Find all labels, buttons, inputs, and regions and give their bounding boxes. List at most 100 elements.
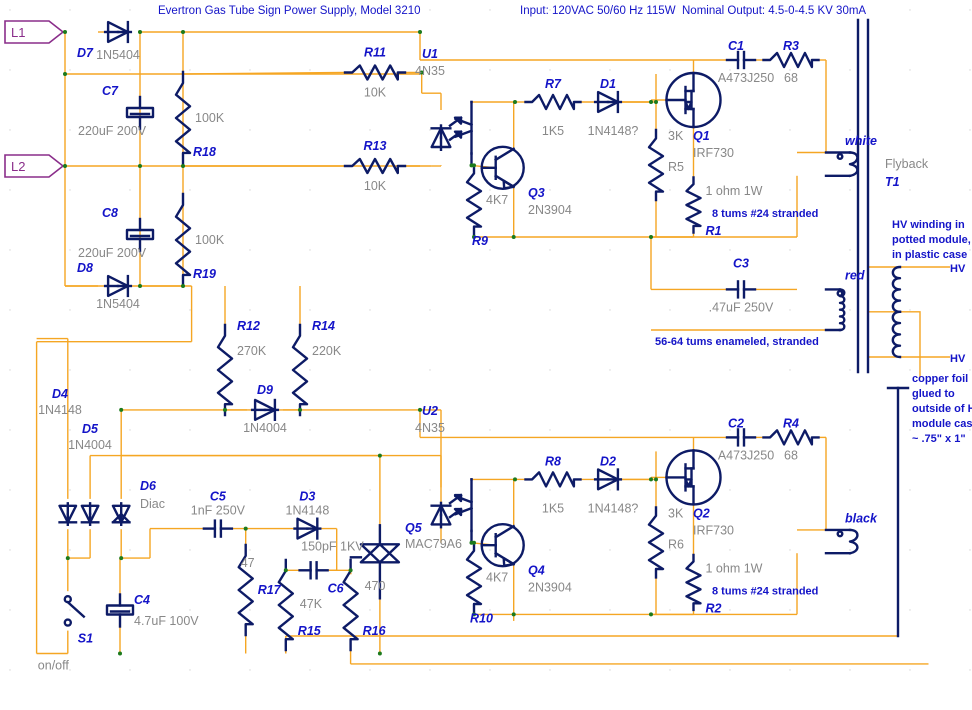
svg-text:IRF730: IRF730 xyxy=(693,146,734,160)
svg-text:1N4004: 1N4004 xyxy=(243,421,287,435)
svg-text:T1: T1 xyxy=(885,175,900,189)
svg-text:copper foil: copper foil xyxy=(912,373,968,385)
svg-text:R6: R6 xyxy=(668,537,684,551)
svg-text:R19: R19 xyxy=(193,267,216,281)
svg-text:R8: R8 xyxy=(545,454,561,468)
svg-text:2N3904: 2N3904 xyxy=(528,580,572,594)
svg-text:R15: R15 xyxy=(298,624,322,638)
svg-text:220K: 220K xyxy=(312,344,342,358)
svg-text:2N3904: 2N3904 xyxy=(528,203,572,217)
svg-text:4.7uF 100V: 4.7uF 100V xyxy=(134,614,199,628)
svg-text:D6: D6 xyxy=(140,479,157,493)
svg-text:R3: R3 xyxy=(783,39,799,53)
svg-text:C2: C2 xyxy=(728,416,744,430)
svg-text:10K: 10K xyxy=(364,179,387,193)
svg-text:56-64 tums enameled, stranded: 56-64 tums enameled, stranded xyxy=(655,336,819,348)
svg-text:white: white xyxy=(845,134,877,148)
svg-text:R9: R9 xyxy=(472,234,488,248)
svg-text:C6: C6 xyxy=(328,581,345,595)
svg-text:C4: C4 xyxy=(134,593,150,607)
svg-text:R17: R17 xyxy=(258,583,282,597)
svg-text:10K: 10K xyxy=(364,86,387,100)
svg-text:1N4148: 1N4148 xyxy=(38,403,82,417)
svg-text:A473J250: A473J250 xyxy=(718,448,774,462)
svg-text:47: 47 xyxy=(241,556,255,570)
svg-text:470: 470 xyxy=(365,579,386,593)
svg-text:Evertron Gas Tube Sign Power S: Evertron Gas Tube Sign Power Supply, Mod… xyxy=(158,5,421,17)
svg-text:47K: 47K xyxy=(300,597,323,611)
svg-text:100K: 100K xyxy=(195,111,225,125)
svg-text:IRF730: IRF730 xyxy=(693,523,734,537)
svg-text:1N5404: 1N5404 xyxy=(96,48,140,62)
svg-text:D9: D9 xyxy=(257,383,273,397)
svg-text:R7: R7 xyxy=(545,77,562,91)
svg-text:270K: 270K xyxy=(237,344,267,358)
svg-text:A473J250: A473J250 xyxy=(718,71,774,85)
svg-text:68: 68 xyxy=(784,71,798,85)
svg-text:MAC79A6: MAC79A6 xyxy=(405,537,462,551)
svg-text:C3: C3 xyxy=(733,256,749,270)
svg-text:C7: C7 xyxy=(102,84,119,98)
svg-text:D2: D2 xyxy=(600,454,616,468)
svg-text:R12: R12 xyxy=(237,319,260,333)
svg-text:150pF 1KV: 150pF 1KV xyxy=(301,540,364,554)
svg-text:Q5: Q5 xyxy=(405,521,423,535)
svg-text:R16: R16 xyxy=(363,624,387,638)
svg-text:L2: L2 xyxy=(11,159,25,174)
svg-text:1N4004: 1N4004 xyxy=(68,438,112,452)
svg-text:U2: U2 xyxy=(422,404,438,418)
svg-text:R14: R14 xyxy=(312,319,335,333)
svg-text:4N35: 4N35 xyxy=(415,421,445,435)
svg-text:R2: R2 xyxy=(706,601,722,615)
svg-text:on/off: on/off xyxy=(38,659,70,673)
svg-text:4K7: 4K7 xyxy=(486,193,508,207)
svg-text:1K5: 1K5 xyxy=(542,124,564,138)
svg-text:potted module,: potted module, xyxy=(892,234,971,246)
svg-text:4N35: 4N35 xyxy=(415,64,445,78)
svg-text:8 tums #24 stranded: 8 tums #24 stranded xyxy=(712,585,818,597)
svg-text:1N4148?: 1N4148? xyxy=(588,124,639,138)
svg-text:Q1: Q1 xyxy=(693,129,710,143)
svg-text:1 ohm 1W: 1 ohm 1W xyxy=(706,184,763,198)
svg-text:Q4: Q4 xyxy=(528,563,545,577)
svg-text:R10: R10 xyxy=(470,611,493,625)
svg-text:1N4148: 1N4148 xyxy=(286,504,330,518)
svg-text:Q2: Q2 xyxy=(693,506,710,520)
svg-text:U1: U1 xyxy=(422,47,438,61)
svg-text:D8: D8 xyxy=(77,261,93,275)
svg-text:R5: R5 xyxy=(668,160,684,174)
svg-text:.47uF 250V: .47uF 250V xyxy=(709,300,774,314)
svg-text:black: black xyxy=(845,511,878,525)
svg-text:8 tums #24 stranded: 8 tums #24 stranded xyxy=(712,208,818,220)
svg-text:R1: R1 xyxy=(706,224,722,238)
svg-text:D5: D5 xyxy=(82,422,99,436)
svg-text:D1: D1 xyxy=(600,77,616,91)
svg-text:3K: 3K xyxy=(668,129,684,143)
svg-text:glued to: glued to xyxy=(912,388,955,400)
svg-text:red: red xyxy=(845,268,865,282)
svg-text:Flyback: Flyback xyxy=(885,157,929,171)
svg-text:L1: L1 xyxy=(11,25,25,40)
svg-text:HV: HV xyxy=(950,263,966,275)
svg-text:D3: D3 xyxy=(299,490,315,504)
svg-text:HV winding in: HV winding in xyxy=(892,219,965,231)
svg-text:S1: S1 xyxy=(78,632,93,646)
svg-text:R13: R13 xyxy=(364,139,387,153)
svg-text:1 ohm 1W: 1 ohm 1W xyxy=(706,561,763,575)
svg-text:in plastic case: in plastic case xyxy=(892,249,967,261)
svg-text:Input: 120VAC 50/60 Hz 115W: Input: 120VAC 50/60 Hz 115W xyxy=(520,5,676,17)
svg-text:D7: D7 xyxy=(77,46,94,60)
svg-text:Diac: Diac xyxy=(140,497,165,511)
svg-text:100K: 100K xyxy=(195,233,225,247)
svg-text:Q3: Q3 xyxy=(528,186,545,200)
svg-text:1N4148?: 1N4148? xyxy=(588,501,639,515)
svg-text:C1: C1 xyxy=(728,39,744,53)
svg-text:220uF 200V: 220uF 200V xyxy=(78,246,147,260)
svg-text:C5: C5 xyxy=(210,490,227,504)
svg-text:68: 68 xyxy=(784,448,798,462)
svg-text:220uF 200V: 220uF 200V xyxy=(78,124,147,138)
svg-text:Nominal Output: 4.5-0-4.5 KV: Nominal Output: 4.5-0-4.5 KV 30mA xyxy=(682,5,866,17)
svg-text:HV: HV xyxy=(950,353,966,365)
svg-text:R18: R18 xyxy=(193,145,216,159)
svg-text:R11: R11 xyxy=(364,46,386,60)
